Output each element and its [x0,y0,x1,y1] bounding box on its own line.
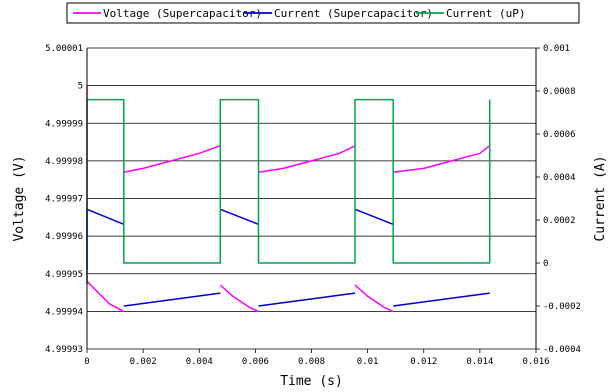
y-left-tick-label: 4.99993 [45,345,83,355]
y-right-tick-label: 0.0008 [543,87,576,97]
y-right-tick-label: 0.001 [543,44,570,54]
y-left-tick-label: 4.99994 [45,307,83,317]
y-left-tick-label: 5.00001 [45,44,83,54]
x-tick-label: 0.012 [410,357,437,367]
series-current-supercapacitor-line [123,292,221,307]
x-axis-label: Time (s) [280,374,343,389]
legend-entry: Current (uP) [446,7,525,20]
y-axis-right-label: Current (A) [593,155,608,241]
x-tick-label: 0.01 [357,357,379,367]
x-tick-label: 0.002 [130,357,157,367]
y-right-tick-label: -0.0002 [543,302,581,312]
legend-entry: Current (Supercapacitor) [274,7,433,20]
x-tick-label: 0.016 [522,357,549,367]
series-current-supercapacitor-line [393,292,490,307]
series-current-supercapacitor-line [220,208,259,225]
series-voltage-supercapacitor-line [354,284,394,313]
y-right-tick-label: 0 [543,259,548,269]
axes: 4.99993 4.99994 4.99995 4.99996 4.99997 4.999… [45,44,581,367]
series-current-supercapacitor-line [258,292,356,307]
x-tick-label: 0 [84,357,89,367]
series-voltage-supercapacitor-line [393,145,491,173]
x-tick-label: 0.014 [466,357,493,367]
y-left-tick-label: 4.99999 [45,119,83,129]
series-current-supercapacitor-line [86,208,125,270]
legend-entry: Voltage (Supercapacitor) [103,7,262,20]
y-left-tick-label: 4.99997 [45,195,83,205]
legend: Voltage (Supercapacitor) Current (Superca… [66,2,580,24]
y-right-tick-label: 0.0004 [543,173,576,183]
series-voltage-supercapacitor-line [219,284,259,313]
series-voltage-supercapacitor-line [258,145,356,173]
x-tick-label: 0.008 [298,357,325,367]
series-current-supercapacitor-line [354,208,394,225]
y-left-tick-label: 5 [78,82,83,92]
grid [87,47,536,350]
x-tick-label: 0.006 [242,357,269,367]
legend-box [66,2,580,24]
y-right-tick-label: 0.0002 [543,216,576,226]
series-current-up-line [86,98,491,285]
series-lines [86,85,491,313]
y-axis-left-label: Voltage (V) [12,155,27,241]
y-left-tick-label: 4.99995 [45,270,83,280]
y-right-tick-label: -0.0004 [543,345,581,355]
x-tick-label: 0.004 [186,357,213,367]
y-right-tick-label: 0.0006 [543,130,576,140]
y-left-tick-label: 4.99996 [45,232,83,242]
series-voltage-supercapacitor-line [123,145,221,173]
y-left-tick-label: 4.99998 [45,157,83,167]
